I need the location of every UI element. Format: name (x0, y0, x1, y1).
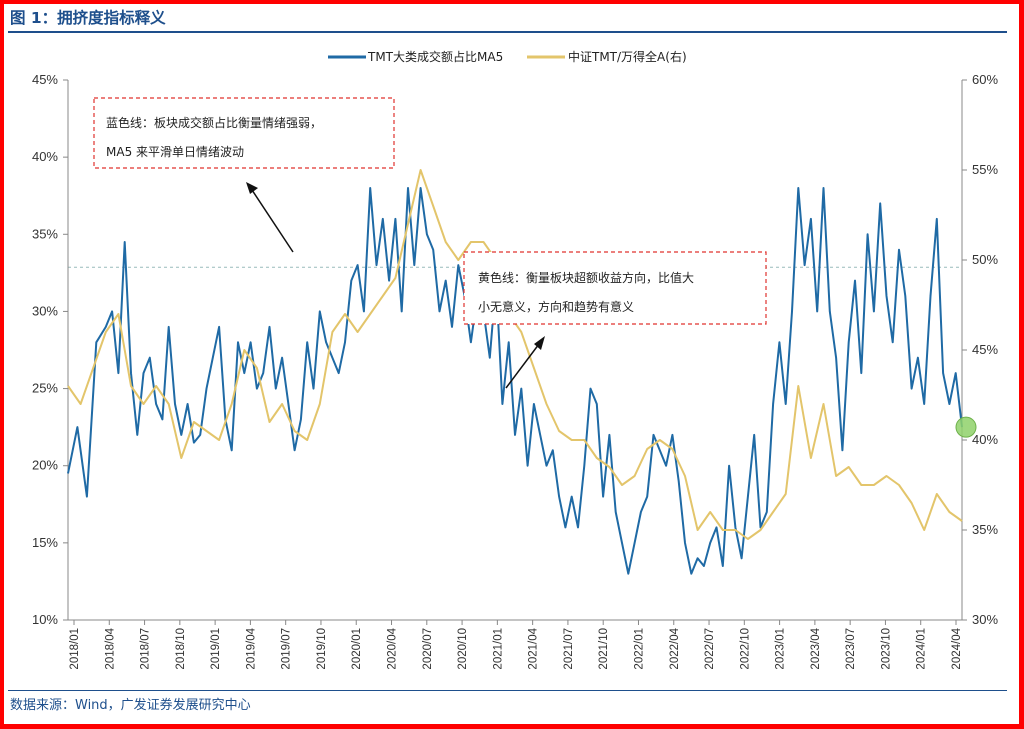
x-tick-label: 2020/10 (457, 628, 469, 670)
axes-group: 10% 15% 20% 25% 30% 35% 40% 45% 30% 35% 40% 45% 50% 5… (32, 72, 998, 670)
right-tick-label: 55% (972, 162, 998, 177)
figure-title: 图 1：拥挤度指标释义 (10, 9, 166, 27)
x-tick-label: 2022/01 (633, 628, 645, 670)
x-tick-label: 2022/04 (669, 627, 681, 669)
x-tick-label: 2022/07 (704, 628, 716, 670)
legend-label-yellow: 中证TMT/万得全A(右) (568, 49, 687, 64)
x-tick-label: 2020/04 (387, 627, 399, 669)
left-tick-label: 10% (32, 612, 58, 627)
title-rule (8, 31, 1007, 33)
annotation-group: 蓝色线：板块成交额占比衡量情绪强弱， MA5 来平滑单日情绪波动 黄色线：衡量板… (93, 97, 767, 389)
end-point-marker (955, 416, 977, 438)
x-tick-label: 2019/10 (316, 628, 328, 670)
legend-label-blue: TMT大类成交额占比MA5 (367, 49, 503, 64)
x-tick-label: 2024/04 (951, 627, 963, 669)
x-tick-label: 2018/04 (104, 627, 116, 669)
footer-rule (8, 690, 1007, 691)
x-tick-label: 2023/01 (775, 628, 787, 670)
x-tick-label: 2019/07 (281, 628, 293, 670)
x-tick-label: 2021/10 (598, 628, 610, 670)
right-tick-label: 35% (972, 522, 998, 537)
yellow-note-line-1: 黄色线：衡量板块超额收益方向，比值大 (478, 270, 694, 285)
left-tick-label: 15% (32, 535, 58, 550)
right-tick-label: 60% (972, 72, 998, 87)
yellow-note-line-2: 小无意义，方向和趋势有意义 (478, 299, 634, 314)
left-tick-label: 40% (32, 149, 58, 164)
yellow-note-arrowhead (534, 336, 545, 350)
x-tick-label: 2021/07 (563, 628, 575, 670)
x-tick-label: 2021/01 (492, 628, 504, 670)
left-tick-label: 45% (32, 72, 58, 87)
right-tick-label: 30% (972, 612, 998, 627)
source-note: 数据来源：Wind，广发证券发展研究中心 (10, 698, 251, 713)
x-tick-label: 2024/01 (916, 628, 928, 670)
series-line-blue (67, 187, 963, 575)
left-tick-label: 30% (32, 303, 58, 318)
left-tick-label: 35% (32, 226, 58, 241)
series-group (67, 169, 977, 575)
blue-note-box (93, 97, 395, 169)
x-tick-label: 2018/01 (69, 628, 81, 670)
blue-note-line-2: MA5 来平滑单日情绪波动 (106, 145, 244, 159)
right-tick-label: 45% (972, 342, 998, 357)
blue-note-arrowhead (246, 182, 258, 194)
yellow-note-box (463, 251, 767, 325)
yellow-note-arrow (505, 343, 540, 389)
x-tick-label: 2018/07 (140, 628, 152, 670)
right-tick-label: 50% (972, 252, 998, 267)
legend: TMT大类成交额占比MA5 中证TMT/万得全A(右) (328, 49, 687, 64)
x-tick-label: 2019/01 (210, 628, 222, 670)
x-tick-label: 2023/07 (845, 628, 857, 670)
left-tick-label: 20% (32, 458, 58, 473)
blue-note-arrow (251, 189, 294, 253)
left-tick-label: 25% (32, 381, 58, 396)
series-line-yellow (67, 169, 963, 540)
right-tick-label: 40% (972, 432, 998, 447)
x-tick-label: 2020/01 (351, 628, 363, 670)
x-tick-label: 2023/10 (880, 628, 892, 670)
x-tick-label: 2020/07 (422, 628, 434, 670)
x-tick-label: 2019/04 (245, 627, 257, 669)
x-tick-label: 2018/10 (175, 628, 187, 670)
blue-note-line-1: 蓝色线：板块成交额占比衡量情绪强弱， (106, 115, 322, 130)
x-tick-label: 2023/04 (810, 627, 822, 669)
x-tick-label: 2022/10 (739, 628, 751, 670)
x-tick-label: 2021/04 (528, 627, 540, 669)
